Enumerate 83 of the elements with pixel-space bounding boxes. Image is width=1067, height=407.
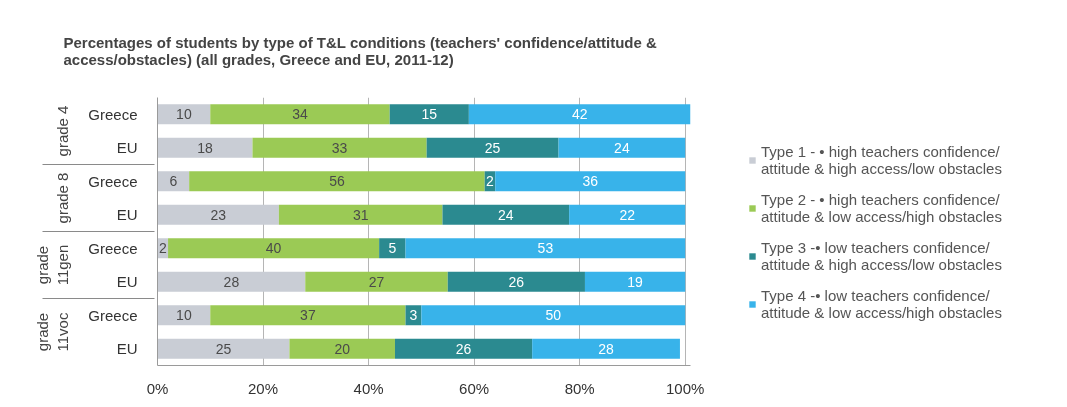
data-label: 2 <box>158 240 167 257</box>
data-label: 24 <box>614 139 630 156</box>
text: grade 4 <box>54 105 72 157</box>
bar <box>157 204 279 225</box>
bar <box>532 338 680 359</box>
bar <box>210 305 406 326</box>
data-label: 53 <box>537 240 554 257</box>
y-tick-label: EU <box>116 340 138 358</box>
bar <box>389 104 469 125</box>
bar <box>442 204 570 225</box>
y-tick-label: Greece <box>88 239 138 257</box>
y-tick-label: Greece <box>88 105 138 123</box>
data-label: 10 <box>176 307 192 324</box>
legend-label: Type 3 -• low teachers confidence/ attitude & high access/low obstacles <box>761 239 1002 273</box>
data-label: 25 <box>484 139 501 156</box>
x-tick-label: 80% <box>564 379 595 397</box>
bar <box>379 238 406 259</box>
data-label: 15 <box>421 106 438 123</box>
bar <box>278 204 443 225</box>
bar <box>157 338 290 359</box>
bar <box>157 305 211 326</box>
data-label: 19 <box>627 273 644 290</box>
legend-label: Type 2 - • high teachers confidence/ attitude & low access/high obstacles <box>761 191 1002 225</box>
data-label: 33 <box>331 139 348 156</box>
bar <box>447 271 585 292</box>
data-label: 42 <box>571 106 588 123</box>
data-label: 50 <box>545 307 562 324</box>
data-label: 26 <box>455 340 472 357</box>
data-label: 25 <box>215 340 232 357</box>
data-label: 28 <box>598 340 615 357</box>
data-label: 27 <box>368 273 385 290</box>
y-tick-label: EU <box>116 206 138 224</box>
x-tick-label: 100% <box>666 379 705 397</box>
bar <box>289 338 395 359</box>
data-label: 34 <box>292 106 308 123</box>
bar <box>495 171 686 192</box>
y-tick-label: EU <box>116 139 138 157</box>
bar <box>252 137 427 158</box>
data-label: 20 <box>334 340 351 357</box>
bar <box>468 104 691 125</box>
bar <box>569 204 686 225</box>
bar <box>168 238 380 259</box>
bar <box>558 137 686 158</box>
data-label: 2 <box>486 173 495 190</box>
chart-title: Percentages of students by type of T&L conditions (teachers' confidence/attitude & access/obstacles) (all grades, Greece and EU, 2011-12) <box>63 33 658 68</box>
x-tick-label: 20% <box>248 379 279 397</box>
data-label: 5 <box>388 240 397 257</box>
text: grade 8 <box>54 172 72 224</box>
bar <box>157 271 306 292</box>
text: grade 11gen <box>33 244 72 286</box>
x-tick-label: 0% <box>146 379 169 397</box>
data-label: 36 <box>582 173 599 190</box>
data-label: 22 <box>619 206 636 223</box>
data-label: 37 <box>300 307 316 324</box>
data-label: 28 <box>223 273 240 290</box>
bar <box>189 171 485 192</box>
data-label: 26 <box>508 273 525 290</box>
bar <box>421 305 686 326</box>
data-label: 31 <box>352 206 369 223</box>
data-label: 18 <box>197 139 213 156</box>
y-tick-label: Greece <box>88 306 138 324</box>
data-label: 40 <box>265 240 282 257</box>
data-label: 6 <box>169 173 178 190</box>
bar <box>394 338 533 359</box>
data-label: 23 <box>210 206 227 223</box>
data-label: 24 <box>498 206 514 223</box>
x-tick-label: 40% <box>353 379 384 397</box>
bar <box>305 271 448 292</box>
data-label: 3 <box>409 307 418 324</box>
y-tick-label: Greece <box>88 172 138 190</box>
data-label: 10 <box>176 106 192 123</box>
bar <box>210 104 390 125</box>
bar <box>157 137 253 158</box>
legend-label: Type 1 - • high teachers confidence/ attitude & high access/low obstacles <box>761 143 1002 177</box>
bar <box>584 271 686 292</box>
bar <box>426 137 559 158</box>
data-label: 56 <box>329 173 345 190</box>
legend-label: Type 4 -• low teachers confidence/ attitude & low access/high obstacles <box>761 287 1002 321</box>
y-tick-label: EU <box>116 273 138 291</box>
bar <box>157 104 211 125</box>
text: grade 11voc <box>33 312 72 352</box>
x-tick-label: 60% <box>459 379 490 397</box>
bar <box>405 238 686 259</box>
